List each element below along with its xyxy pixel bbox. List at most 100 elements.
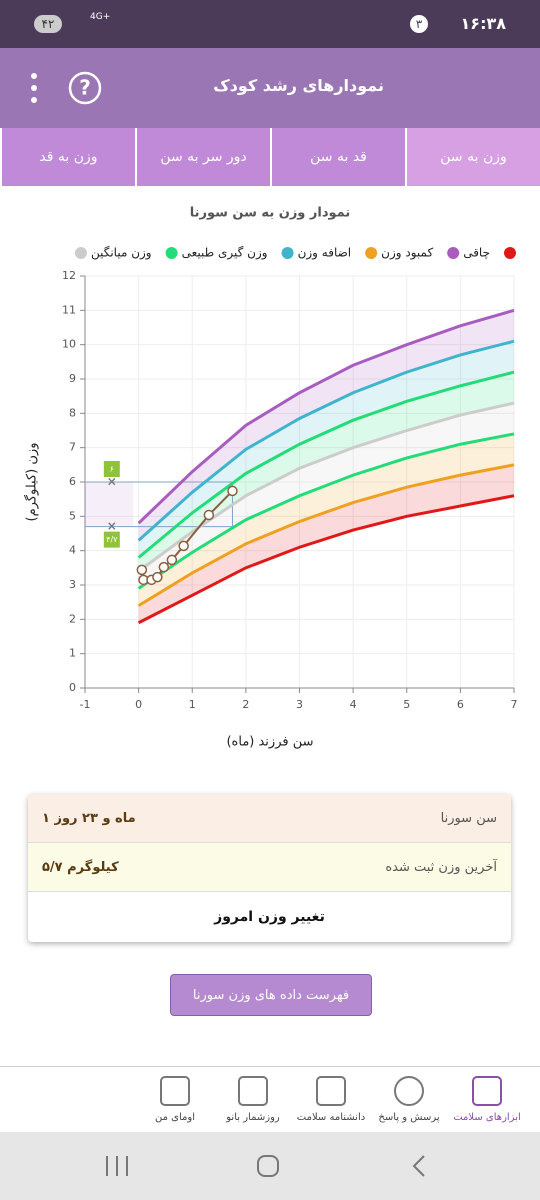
icon-shape	[160, 1076, 190, 1106]
nav-icon	[316, 1076, 346, 1106]
marker-x: ×	[107, 475, 117, 489]
weight-point	[136, 564, 148, 576]
tab[interactable]: وزن به سن	[405, 128, 540, 186]
y-tick-label: 11	[62, 303, 76, 316]
marker-badge	[103, 461, 120, 477]
band	[138, 433, 514, 606]
y-tick-label: 8	[69, 406, 76, 419]
weight-point	[152, 571, 163, 583]
nav-icon	[160, 1076, 190, 1106]
y-tick-label: 10	[62, 338, 76, 351]
x-tick-label: 7	[511, 698, 518, 711]
y-tick-label: 12	[62, 269, 76, 282]
legend-dot	[281, 247, 294, 259]
tab[interactable]: قد به سن	[270, 128, 405, 186]
weight-point	[178, 540, 189, 552]
list-button[interactable]: فهرست داده های وزن سورنا	[170, 974, 372, 1016]
header: نمودارهای رشد کودک ?	[0, 48, 540, 128]
x-tick-label: 2	[242, 698, 249, 711]
weight-point	[203, 509, 215, 521]
info-value: ۱ ماه و ۲۳ روز	[42, 810, 136, 826]
curve	[137, 494, 515, 625]
legend-dot	[447, 247, 460, 259]
tab[interactable]: وزن به قد	[0, 128, 135, 186]
info-row: آخرین وزن ثبت شده ۵/۷ کیلوگرم	[28, 843, 511, 892]
curve	[137, 308, 515, 525]
curve	[137, 463, 515, 607]
header-icons[interactable]: ?	[20, 70, 110, 110]
y-tick-label: 5	[69, 509, 76, 522]
band	[138, 372, 514, 572]
legend-dot	[165, 247, 178, 259]
network: 4G+	[90, 12, 111, 22]
icon-shape	[472, 1076, 502, 1106]
nav-item[interactable]: ابزارهای سلامت	[448, 1067, 526, 1133]
time: ۱۶:۳۸	[460, 14, 506, 33]
marker-band	[85, 482, 134, 527]
icon-shape	[394, 1076, 424, 1106]
tab[interactable]: دور سر به سن	[135, 128, 270, 186]
marker-label: ۶	[110, 465, 114, 474]
x-tick-label: -1	[80, 698, 91, 711]
status-bar: ۱۶:۳۸ ۳ ۴۲ 4G+	[0, 0, 540, 48]
nav-item[interactable]: روزشمار بانو	[214, 1067, 292, 1133]
nav-item[interactable]: اومای من	[136, 1067, 214, 1133]
icon-shape	[238, 1076, 268, 1106]
info-label: سن سورنا	[440, 810, 497, 826]
nav-label: روزشمار بانو	[226, 1112, 280, 1123]
x-axis-label: سن فرزند (ماه)	[226, 735, 313, 750]
x-tick-label: 4	[350, 698, 357, 711]
svg-text:?: ?	[79, 76, 91, 100]
legend-label: چاقی	[463, 246, 490, 260]
x-tick-label: 6	[457, 698, 464, 711]
band	[138, 310, 514, 541]
weight-point	[158, 561, 170, 573]
notification-count: ۳	[410, 15, 428, 33]
nav-icon	[472, 1076, 502, 1106]
y-tick-label: 6	[69, 475, 76, 488]
nav-label: دانشنامه سلامت	[296, 1112, 366, 1123]
bottom-nav: ابزارهای سلامت پرسش و پاسخ دانشنامه سلامت ر…	[0, 1066, 540, 1133]
weight-point	[227, 485, 238, 497]
marker-badge	[103, 531, 120, 548]
y-tick-label: 4	[69, 544, 76, 557]
tab-bar: وزن به سن قد به سن دور سر به سن وزن به قد	[0, 128, 540, 186]
y-tick-label: 7	[69, 441, 76, 454]
x-tick-label: 1	[189, 698, 196, 711]
band	[138, 464, 514, 623]
weight-point	[166, 554, 178, 566]
legend-label: کمبود وزن	[381, 246, 433, 261]
info-card: سن سورنا ۱ ماه و ۲۳ روز آخرین وزن ثبت شده…	[28, 794, 511, 942]
y-tick-label: 2	[69, 612, 76, 625]
header-title: نمودارهای رشد کودک	[213, 76, 384, 95]
legend-label: وزن گیری طبیعی	[182, 246, 268, 261]
marker-label: ۴/۷	[106, 535, 118, 544]
nav-icon	[238, 1076, 268, 1106]
y-tick-label: 0	[69, 681, 76, 694]
action[interactable]: تغییر وزن امروز	[214, 909, 325, 925]
nav-label: ابزارهای سلامت	[453, 1112, 521, 1123]
y-tick-label: 3	[69, 578, 76, 591]
legend-dot	[504, 247, 516, 259]
legend-dot	[74, 247, 87, 259]
battery: ۴۲	[34, 15, 62, 33]
info-label: آخرین وزن ثبت شده	[385, 859, 497, 875]
band	[138, 341, 514, 558]
nav-item[interactable]: پرسش و پاسخ	[370, 1067, 448, 1133]
x-tick-label: 0	[135, 698, 142, 711]
chart-title: نمودار وزن به سن سورنا	[190, 206, 351, 221]
nav-icon	[394, 1076, 424, 1106]
x-tick-label: 3	[296, 698, 303, 711]
nav-item[interactable]: دانشنامه سلامت	[292, 1067, 370, 1133]
curve	[137, 370, 515, 559]
legend-label: وزن میانگین	[91, 246, 152, 261]
curve	[137, 339, 515, 542]
system-nav	[0, 1132, 540, 1200]
band	[138, 403, 514, 589]
marker-x: ×	[107, 519, 117, 533]
y-tick-label: 9	[69, 372, 76, 385]
info-value: ۵/۷ کیلوگرم	[42, 859, 119, 875]
nav-label: پرسش و پاسخ	[378, 1112, 440, 1123]
y-tick-label: 1	[69, 647, 76, 660]
